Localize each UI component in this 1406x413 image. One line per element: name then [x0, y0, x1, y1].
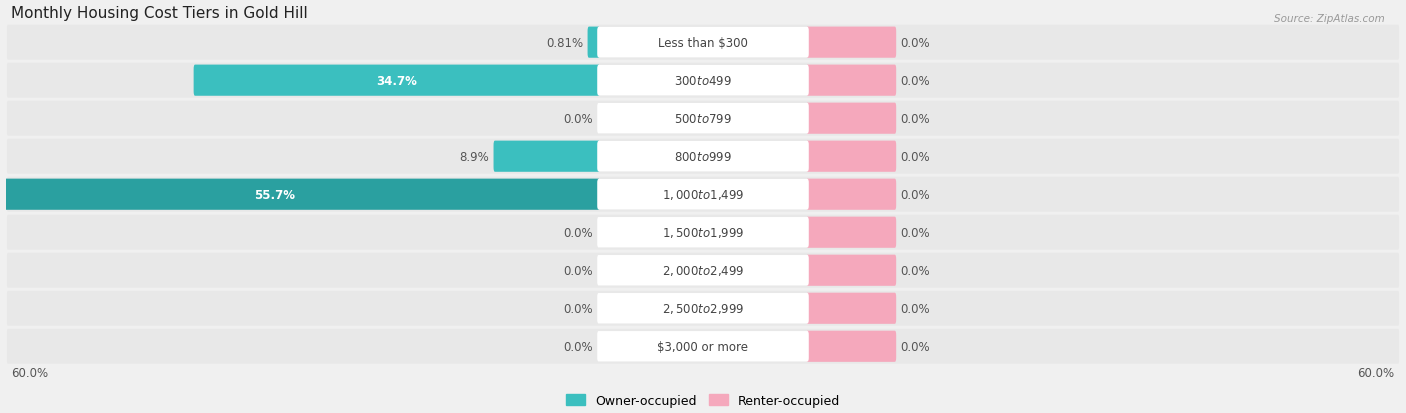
Text: Monthly Housing Cost Tiers in Gold Hill: Monthly Housing Cost Tiers in Gold Hill [11, 6, 308, 21]
Text: 34.7%: 34.7% [377, 74, 418, 88]
Text: 60.0%: 60.0% [11, 366, 48, 379]
Text: 60.0%: 60.0% [1358, 366, 1395, 379]
FancyBboxPatch shape [7, 215, 1399, 250]
Legend: Owner-occupied, Renter-occupied: Owner-occupied, Renter-occupied [561, 389, 845, 412]
FancyBboxPatch shape [194, 65, 600, 97]
FancyBboxPatch shape [598, 218, 808, 248]
FancyBboxPatch shape [598, 28, 808, 58]
FancyBboxPatch shape [598, 142, 808, 172]
Text: 0.0%: 0.0% [901, 226, 931, 239]
FancyBboxPatch shape [598, 180, 808, 210]
FancyBboxPatch shape [806, 217, 896, 248]
Text: 0.0%: 0.0% [901, 264, 931, 277]
Text: 0.0%: 0.0% [562, 226, 592, 239]
Text: Source: ZipAtlas.com: Source: ZipAtlas.com [1274, 14, 1385, 24]
Text: $1,000 to $1,499: $1,000 to $1,499 [662, 188, 744, 202]
FancyBboxPatch shape [598, 66, 808, 96]
FancyBboxPatch shape [806, 179, 896, 210]
FancyBboxPatch shape [598, 255, 808, 286]
FancyBboxPatch shape [7, 177, 1399, 212]
FancyBboxPatch shape [806, 293, 896, 324]
Text: 8.9%: 8.9% [460, 150, 489, 163]
FancyBboxPatch shape [806, 103, 896, 135]
FancyBboxPatch shape [7, 139, 1399, 174]
FancyBboxPatch shape [598, 331, 808, 362]
FancyBboxPatch shape [494, 141, 600, 172]
Text: $1,500 to $1,999: $1,500 to $1,999 [662, 225, 744, 240]
Text: 0.0%: 0.0% [901, 188, 931, 201]
Text: $800 to $999: $800 to $999 [673, 150, 733, 163]
Text: 55.7%: 55.7% [254, 188, 295, 201]
Text: 0.0%: 0.0% [901, 302, 931, 315]
Text: 0.0%: 0.0% [901, 74, 931, 88]
Text: $500 to $799: $500 to $799 [673, 112, 733, 126]
FancyBboxPatch shape [806, 65, 896, 97]
FancyBboxPatch shape [7, 291, 1399, 326]
Text: Less than $300: Less than $300 [658, 37, 748, 50]
FancyBboxPatch shape [598, 104, 808, 134]
FancyBboxPatch shape [7, 64, 1399, 98]
Text: 0.0%: 0.0% [901, 340, 931, 353]
FancyBboxPatch shape [598, 293, 808, 324]
FancyBboxPatch shape [7, 329, 1399, 364]
FancyBboxPatch shape [588, 28, 600, 59]
Text: 0.0%: 0.0% [562, 340, 592, 353]
Text: 0.81%: 0.81% [546, 37, 583, 50]
FancyBboxPatch shape [806, 28, 896, 59]
Text: $2,000 to $2,499: $2,000 to $2,499 [662, 263, 744, 278]
Text: 0.0%: 0.0% [901, 112, 931, 126]
FancyBboxPatch shape [806, 141, 896, 172]
Text: 0.0%: 0.0% [562, 112, 592, 126]
Text: 0.0%: 0.0% [901, 150, 931, 163]
Text: $2,500 to $2,999: $2,500 to $2,999 [662, 301, 744, 316]
Text: 0.0%: 0.0% [562, 302, 592, 315]
FancyBboxPatch shape [7, 102, 1399, 136]
FancyBboxPatch shape [806, 255, 896, 286]
Text: 0.0%: 0.0% [562, 264, 592, 277]
Text: 0.0%: 0.0% [901, 37, 931, 50]
FancyBboxPatch shape [0, 179, 600, 210]
FancyBboxPatch shape [7, 26, 1399, 60]
FancyBboxPatch shape [7, 253, 1399, 288]
Text: $3,000 or more: $3,000 or more [658, 340, 748, 353]
FancyBboxPatch shape [806, 331, 896, 362]
Text: $300 to $499: $300 to $499 [673, 74, 733, 88]
